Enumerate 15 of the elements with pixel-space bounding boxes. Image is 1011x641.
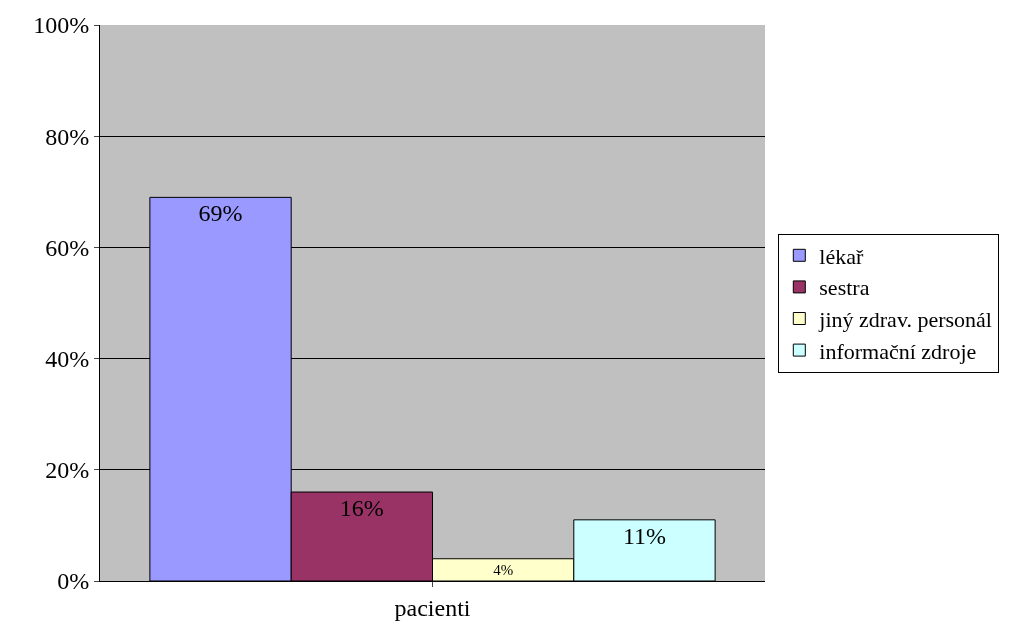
legend-label: sestra <box>819 275 870 301</box>
x-tick-label: pacienti <box>394 594 471 621</box>
data-label: 69% <box>198 200 243 227</box>
data-label: 11% <box>622 522 667 549</box>
y-tick-label: 0% <box>57 568 90 595</box>
legend-label: informační zdroje <box>819 338 977 364</box>
legend-label: lékař <box>819 243 864 269</box>
y-tick-label: 40% <box>45 346 90 372</box>
y-tick-label: 100% <box>33 12 90 39</box>
legend-label: jiný zdrav. personál <box>818 307 992 333</box>
data-label: 4% <box>493 561 514 578</box>
y-tick-label: 20% <box>45 457 90 484</box>
data-label: 16% <box>339 495 384 522</box>
y-tick-label: 80% <box>45 123 90 150</box>
y-tick-label: 60% <box>45 234 90 261</box>
